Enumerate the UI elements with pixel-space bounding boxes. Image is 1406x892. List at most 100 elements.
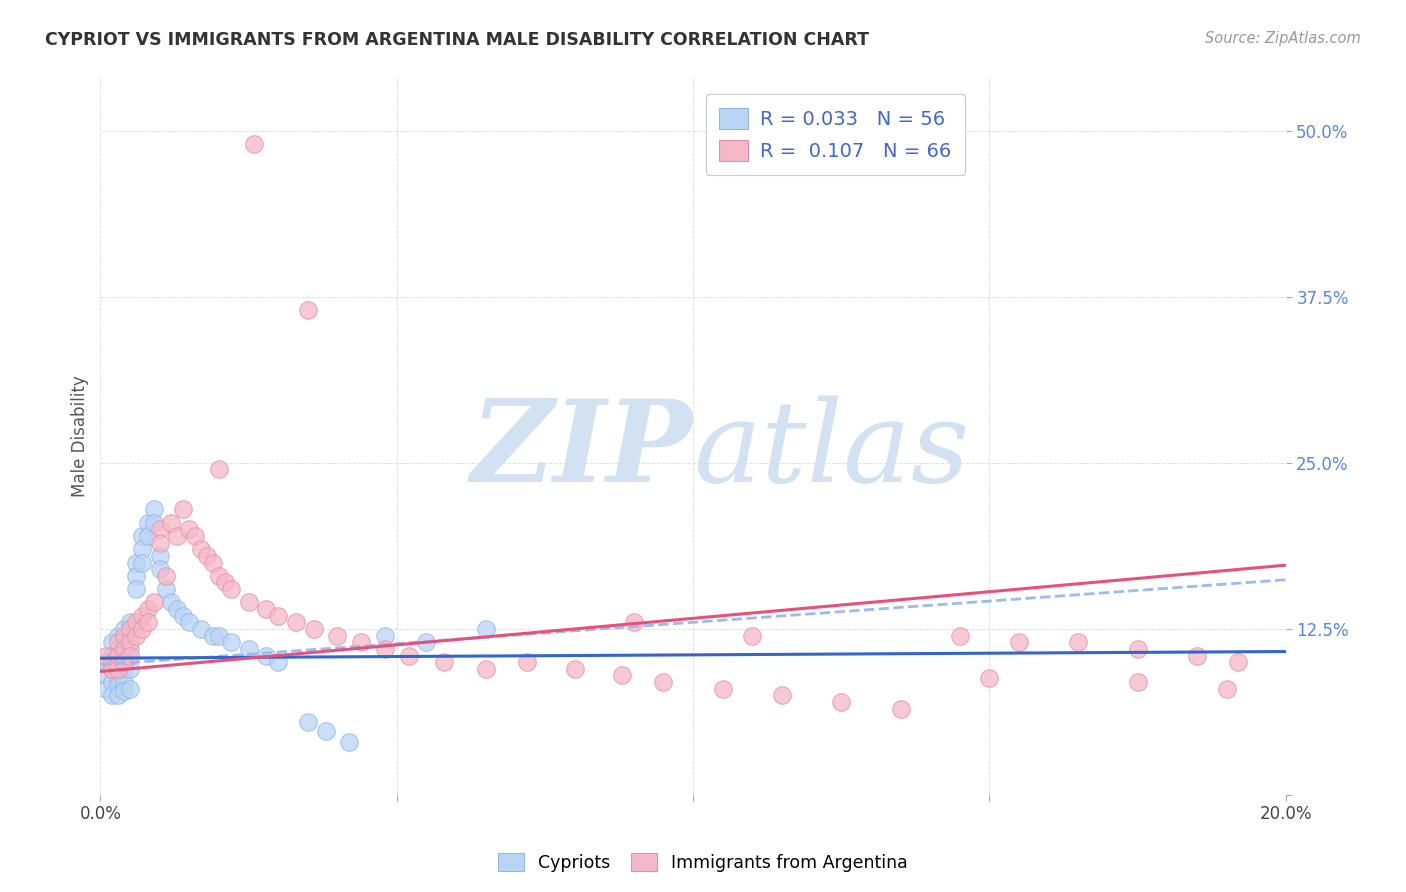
Point (118, 648, 141, 663)
Point (398, 648, 420, 663)
Point (107, 635, 129, 649)
Point (374, 629, 396, 643)
Point (101, 662, 124, 676)
Point (118, 641, 141, 656)
Point (741, 629, 763, 643)
Point (107, 689, 129, 703)
Text: CYPRIOT VS IMMIGRANTS FROM ARGENTINA MALE DISABILITY CORRELATION CHART: CYPRIOT VS IMMIGRANTS FROM ARGENTINA MAL… (45, 31, 869, 49)
Point (112, 655, 135, 669)
Point (652, 675, 675, 690)
Point (337, 735, 360, 749)
Point (830, 695, 852, 709)
Point (160, 516, 183, 530)
Point (149, 549, 172, 563)
Point (112, 684, 135, 698)
Point (302, 622, 325, 636)
Point (107, 662, 129, 676)
Point (297, 714, 319, 729)
Point (107, 629, 129, 643)
Point (149, 522, 172, 536)
Point (243, 136, 266, 151)
Point (208, 462, 231, 476)
Point (112, 675, 135, 690)
Point (107, 662, 129, 676)
Point (208, 629, 231, 643)
Point (190, 622, 212, 636)
Point (142, 595, 165, 609)
Point (564, 662, 586, 676)
Point (219, 582, 242, 596)
Point (214, 575, 236, 590)
Point (131, 529, 153, 543)
Point (1185, 648, 1208, 663)
Point (107, 641, 129, 656)
Point (623, 615, 645, 630)
Point (101, 662, 124, 676)
Point (107, 648, 129, 663)
Legend: R = 0.033   N = 56, R =  0.107   N = 66: R = 0.033 N = 56, R = 0.107 N = 66 (706, 95, 965, 175)
Point (118, 615, 141, 630)
Point (118, 635, 141, 649)
Point (190, 542, 212, 557)
Point (96, 648, 118, 663)
Point (136, 529, 159, 543)
Point (112, 648, 135, 663)
Point (131, 556, 153, 570)
Point (208, 569, 231, 583)
Point (254, 602, 277, 616)
Point (125, 615, 148, 630)
Point (155, 582, 177, 596)
Point (474, 622, 496, 636)
Point (112, 629, 135, 643)
Point (415, 635, 437, 649)
Point (1227, 655, 1250, 669)
Point (112, 635, 135, 649)
Point (350, 635, 373, 649)
Point (160, 595, 183, 609)
Point (142, 516, 165, 530)
Point (96, 655, 118, 669)
Point (101, 648, 124, 663)
Point (125, 569, 148, 583)
Point (1305, 689, 1327, 703)
Point (610, 668, 633, 682)
Point (238, 595, 260, 609)
Point (267, 655, 290, 669)
Point (125, 629, 148, 643)
Point (516, 655, 538, 669)
Point (949, 629, 972, 643)
Point (1215, 681, 1237, 696)
Point (112, 622, 135, 636)
Point (179, 615, 201, 630)
Y-axis label: Male Disability: Male Disability (72, 376, 89, 497)
Text: atlas: atlas (693, 395, 970, 506)
Point (297, 303, 319, 318)
Point (118, 662, 141, 676)
Point (131, 608, 153, 623)
Point (711, 681, 734, 696)
Point (131, 622, 153, 636)
Point (118, 681, 141, 696)
Point (107, 648, 129, 663)
Point (184, 529, 207, 543)
Point (155, 569, 177, 583)
Point (96, 668, 118, 682)
Point (125, 582, 148, 596)
Point (254, 648, 277, 663)
Point (118, 629, 141, 643)
Point (219, 635, 242, 649)
Point (1008, 635, 1031, 649)
Point (172, 502, 194, 516)
Point (201, 629, 224, 643)
Point (107, 671, 129, 685)
Point (101, 655, 124, 669)
Point (142, 502, 165, 516)
Point (433, 655, 456, 669)
Text: Source: ZipAtlas.com: Source: ZipAtlas.com (1205, 31, 1361, 46)
Point (101, 635, 124, 649)
Point (326, 629, 349, 643)
Point (374, 641, 396, 656)
Point (238, 641, 260, 656)
Point (149, 535, 172, 549)
Point (149, 562, 172, 576)
